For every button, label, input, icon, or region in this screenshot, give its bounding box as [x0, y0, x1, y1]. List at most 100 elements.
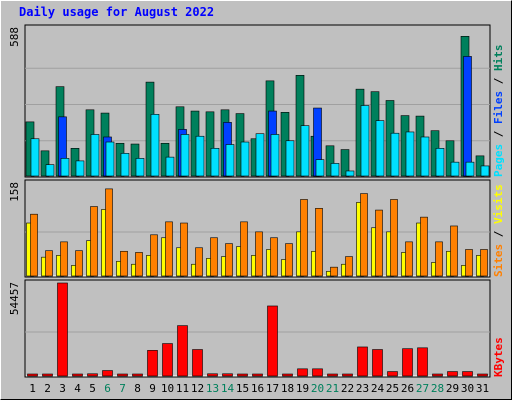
kbytes-bar: [297, 368, 308, 377]
sites-bar: [375, 209, 383, 277]
legend-item: KBytes: [492, 337, 505, 377]
day-label: 1: [29, 382, 36, 395]
day-label: 26: [401, 382, 414, 395]
kbytes-bar: [447, 371, 458, 377]
sites-bar: [210, 237, 218, 277]
pages-bar: [480, 165, 490, 177]
y-max-label: 588: [8, 27, 21, 47]
legend-item: Visits: [492, 184, 505, 224]
pages-bar: [135, 158, 145, 177]
sites-bar: [240, 221, 248, 277]
day-label: 4: [74, 382, 81, 395]
kbytes-bar: [417, 347, 428, 377]
kbytes-bar: [372, 349, 383, 377]
kbytes-bar: [42, 373, 53, 377]
kbytes-bar: [282, 373, 293, 377]
day-label: 7: [119, 382, 126, 395]
kbytes-bar: [312, 368, 323, 377]
pages-bar: [150, 114, 160, 177]
pages-bar: [90, 134, 100, 177]
day-label: 31: [476, 382, 489, 395]
day-label: 27: [416, 382, 429, 395]
sites-bar: [195, 247, 203, 277]
pages-bar: [240, 141, 250, 177]
kbytes-bar: [222, 373, 233, 377]
day-label: 23: [356, 382, 369, 395]
sites-bar: [405, 241, 413, 277]
kbytes-bar: [102, 370, 113, 377]
pages-bar: [270, 134, 280, 177]
pages-bar: [105, 141, 115, 177]
pages-bar: [375, 120, 385, 177]
day-label: 19: [296, 382, 309, 395]
pages-bar: [300, 125, 310, 177]
day-label: 21: [326, 382, 339, 395]
day-label: 14: [221, 382, 235, 395]
legend-item: /: [492, 71, 505, 91]
hits-bar: [325, 145, 335, 177]
pages-bar: [225, 144, 235, 177]
pages-bar: [210, 148, 220, 177]
pages-bar: [45, 164, 55, 177]
sites-bar: [90, 206, 98, 277]
sites-bar: [390, 199, 398, 277]
day-label: 3: [59, 382, 66, 395]
day-label: 9: [149, 382, 156, 395]
day-label: 20: [311, 382, 324, 395]
pages-bar: [75, 160, 85, 177]
kbytes-bar: [57, 282, 68, 377]
kbytes-bar: [432, 373, 443, 377]
sites-bar: [75, 250, 83, 277]
kbytes-bar: [117, 373, 128, 377]
day-label: 16: [251, 382, 264, 395]
sites-bar: [180, 222, 188, 277]
pages-bar: [390, 132, 400, 177]
day-label: 6: [104, 382, 111, 395]
legend-item: Files: [492, 91, 505, 124]
day-label: 15: [236, 382, 249, 395]
kbytes-bar: [357, 346, 368, 377]
pages-bar: [450, 161, 460, 177]
pages-bar: [285, 140, 295, 177]
sites-bar: [480, 249, 488, 277]
legend-text: Sites / Visits: [492, 184, 505, 277]
day-label: 28: [431, 382, 444, 395]
pages-bar: [255, 133, 265, 177]
pages-bar: [465, 161, 475, 177]
pages-bar: [120, 153, 130, 177]
sites-bar: [450, 225, 458, 277]
chart-title: Daily usage for August 2022: [19, 5, 215, 19]
legend-item: Sites: [492, 244, 505, 277]
day-label: 8: [134, 382, 141, 395]
legend-text: KBytes: [492, 337, 505, 377]
pages-bar: [420, 136, 430, 177]
sites-bar: [420, 216, 428, 277]
sites-bar: [105, 188, 113, 277]
sites-bar: [135, 252, 143, 277]
kbytes-bar: [402, 348, 413, 377]
sites-bar: [435, 241, 443, 277]
legend-item: /: [492, 124, 505, 144]
kbytes-bar: [387, 371, 398, 377]
legend-text: Pages / Files / Hits: [492, 45, 505, 178]
y-max-label: 54457: [8, 282, 21, 315]
kbytes-bar: [462, 371, 473, 377]
kbytes-bar: [192, 349, 203, 377]
day-label: 11: [176, 382, 189, 395]
day-label: 5: [89, 382, 96, 395]
sites-bar: [315, 208, 323, 277]
hits-bar: [205, 111, 215, 177]
day-label: 22: [341, 382, 354, 395]
sites-bar: [345, 256, 353, 277]
pages-bar: [60, 158, 70, 177]
hits-bar: [340, 149, 350, 177]
files-bar: [463, 56, 472, 177]
kbytes-bar: [477, 373, 488, 377]
sites-bar: [60, 241, 68, 277]
kbytes-bar: [267, 305, 278, 377]
sites-bar: [360, 193, 368, 277]
pages-bar: [330, 163, 340, 177]
sites-bar: [225, 243, 233, 277]
kbytes-bar: [252, 373, 263, 377]
